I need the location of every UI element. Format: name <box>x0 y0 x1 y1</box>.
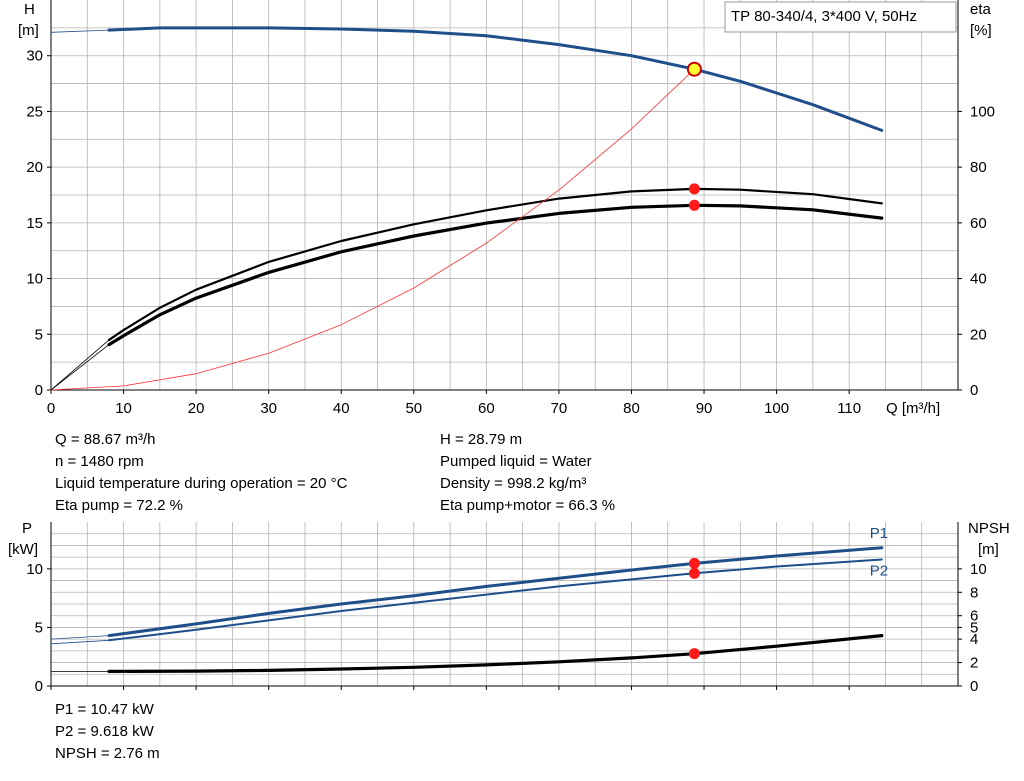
eta-axis-unit: [%] <box>970 22 992 39</box>
y-right-tick-label: 40 <box>970 271 987 288</box>
y-right-tick-label: 100 <box>970 103 995 120</box>
duty-point-marker <box>688 199 700 211</box>
y-right-tick-label: 2 <box>970 655 978 672</box>
duty-point-marker <box>688 567 700 579</box>
operating-point-marker <box>686 61 702 77</box>
y-left-tick-label: 5 <box>35 326 43 343</box>
npsh-axis-unit: [m] <box>978 541 999 558</box>
power-chart-markers <box>688 557 700 660</box>
power-axis-unit: [kW] <box>8 541 38 558</box>
head-chart-axes: 0 5 10 15 20 25 30 0 20 40 60 80 100 0 10 20 30 40 50 60 70 8… <box>26 0 995 417</box>
p1-curve-extension <box>50 635 110 640</box>
eta-pump-motor-curve <box>107 203 884 347</box>
head-chart-markers <box>686 61 702 211</box>
y-right-tick-label: 6 <box>970 608 978 625</box>
y-right-tick-label: 0 <box>970 678 978 695</box>
x-tick-label: 110 <box>837 400 861 417</box>
head-chart-grid <box>51 0 958 390</box>
power-chart-grid <box>51 522 958 686</box>
x-tick-label: 20 <box>188 400 205 417</box>
y-left-tick-label: 5 <box>35 619 43 636</box>
duty-point-marker <box>688 648 700 660</box>
readout-eta-pump-motor: Eta pump+motor = 66.3 % <box>440 497 616 514</box>
head-chart-curves <box>50 26 884 391</box>
npsh-curve <box>107 634 884 673</box>
h-curve <box>107 26 884 132</box>
power-axis-label: P <box>22 520 32 537</box>
y-right-tick-label: 10 <box>970 561 987 578</box>
readout-flow: Q = 88.67 m³/h <box>55 431 156 448</box>
y-right-tick-label: 80 <box>970 159 987 176</box>
curve-label-p1: P1 <box>870 525 888 542</box>
readout-head: H = 28.79 m <box>440 431 523 448</box>
x-tick-label: 40 <box>333 400 350 417</box>
x-tick-label: 70 <box>551 400 568 417</box>
readout-speed: n = 1480 rpm <box>55 453 144 470</box>
x-tick-label: 100 <box>764 400 789 417</box>
y-left-tick-label: 25 <box>26 103 43 120</box>
y-right-tick-label: 4 <box>970 631 978 648</box>
p1-curve <box>107 546 884 638</box>
readout-eta-pump: Eta pump = 72.2 % <box>55 497 183 514</box>
chart-title-box <box>724 1 957 33</box>
h-curve-extension <box>50 29 110 33</box>
x-tick-label: 90 <box>696 400 713 417</box>
x-tick-label: 10 <box>115 400 132 417</box>
y-right-tick-label: 0 <box>970 382 978 399</box>
y-left-tick-label: 10 <box>26 271 43 288</box>
y-left-tick-label: 10 <box>26 561 43 578</box>
p2-curve-extension <box>50 639 110 645</box>
p2-curve <box>108 558 883 642</box>
x-tick-label: 80 <box>623 400 640 417</box>
y-right-tick-label: 20 <box>970 326 987 343</box>
y-left-tick-label: 0 <box>35 382 43 399</box>
curve-label-p2: P2 <box>870 562 888 579</box>
eta-pump-motor-curve-extension <box>50 344 110 391</box>
y-left-tick-label: 20 <box>26 159 43 176</box>
y-right-tick-label: 8 <box>970 584 978 601</box>
power-chart-curves: P1 P2 <box>50 525 888 673</box>
readout-pumped-liquid: Pumped liquid = Water <box>440 453 592 470</box>
y-left-tick-label: 0 <box>35 678 43 695</box>
system-curve-curve <box>50 68 695 391</box>
head-axis-unit: [m] <box>18 22 39 39</box>
npsh-axis-label: NPSH <box>968 520 1010 537</box>
duty-point-marker <box>688 183 700 195</box>
readout-density: Density = 998.2 kg/m³ <box>440 475 587 492</box>
readout-liquid-temperature: Liquid temperature during operation = 20… <box>55 475 348 492</box>
x-tick-label: 60 <box>478 400 495 417</box>
x-tick-label: 50 <box>405 400 422 417</box>
head-axis-label: H <box>24 1 35 18</box>
readout-p1: P1 = 10.47 kW <box>55 701 154 718</box>
duty-point-marker <box>688 557 700 569</box>
eta-pump-curve-extension <box>50 339 110 391</box>
eta-pump-curve <box>107 187 883 341</box>
y-right-tick-label: 60 <box>970 215 987 232</box>
flow-axis-label: Q [m³/h] <box>886 400 940 417</box>
y-left-tick-label: 15 <box>26 215 43 232</box>
y-left-tick-label: 30 <box>26 48 43 65</box>
x-tick-label: 0 <box>47 400 55 417</box>
readout-npsh: NPSH = 2.76 m <box>55 745 160 762</box>
x-tick-label: 30 <box>260 400 277 417</box>
y-right-tick-label: 5 <box>970 619 978 636</box>
eta-axis-label: eta <box>970 1 992 18</box>
chart-title: TP 80-340/4, 3*400 V, 50Hz <box>731 8 917 25</box>
readout-p2: P2 = 9.618 kW <box>55 723 154 740</box>
